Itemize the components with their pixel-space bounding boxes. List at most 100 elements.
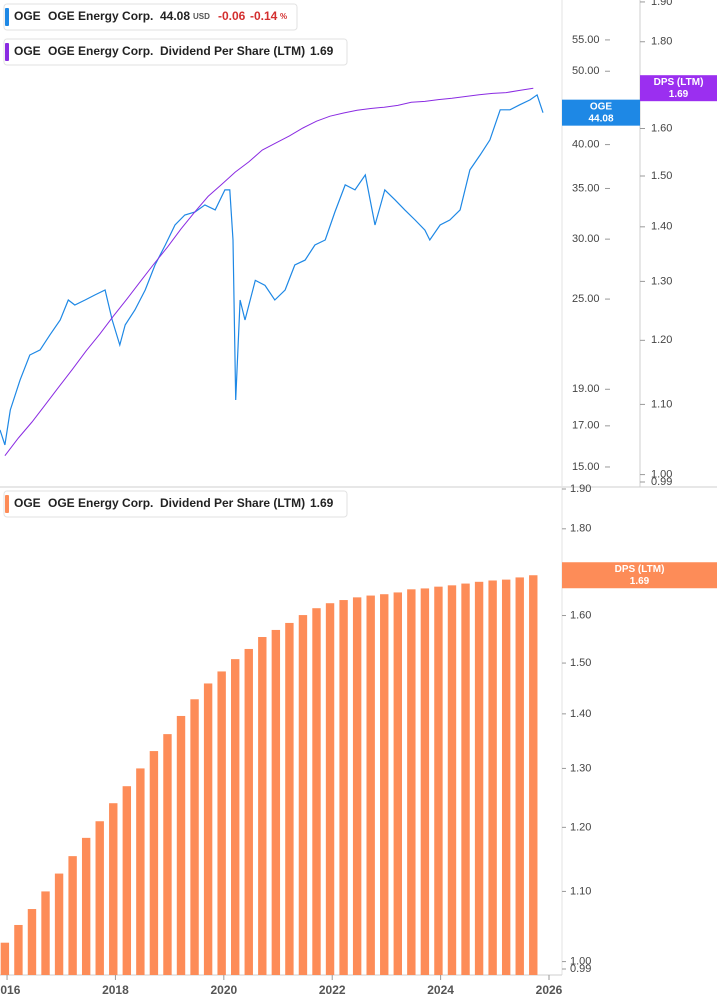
bar: [434, 586, 443, 975]
y-tick-label: 0.99: [570, 963, 591, 975]
y-tick-label: 1.00: [570, 956, 591, 968]
bar: [176, 715, 186, 975]
bar: [515, 577, 524, 975]
bar: [298, 615, 308, 975]
y2-tick-label: 1.30: [651, 275, 672, 287]
dps-tag: [640, 75, 717, 102]
legend-box: [3, 38, 348, 66]
dps-tag-value: 1.69: [630, 576, 650, 587]
bar: [217, 671, 226, 975]
bar: [474, 581, 484, 975]
bar: [109, 803, 118, 975]
y-tick-label: 1.20: [570, 821, 591, 833]
bar: [27, 909, 37, 975]
bar: [488, 580, 497, 975]
y-tick-label: 35.00: [572, 182, 600, 194]
bar: [231, 659, 240, 975]
bar: [0, 942, 10, 975]
legend-text: OGE: [14, 496, 41, 510]
x-tick-label: 2024: [427, 983, 454, 997]
y-tick-label: 1.80: [570, 523, 591, 535]
bar: [380, 594, 389, 975]
legend-text: -0.06: [218, 9, 246, 23]
legend-text: OGE: [14, 44, 41, 58]
bar: [407, 589, 416, 975]
legend-text: 1.69: [310, 44, 334, 58]
series-line: [0, 93, 544, 446]
bar: [41, 891, 50, 975]
bar: [420, 588, 430, 975]
y2-tick-label: 1.90: [651, 0, 672, 8]
bar: [54, 873, 64, 975]
y-tick-label: 1.10: [570, 885, 591, 897]
y-tick-label: 1.30: [570, 762, 591, 774]
y-tick-label: 1.40: [570, 708, 591, 720]
bar: [95, 821, 104, 975]
x-tick-label: 2018: [102, 983, 129, 997]
dps-tag: [562, 562, 717, 589]
bar: [312, 608, 321, 975]
y-tick-label: 15.00: [572, 461, 600, 473]
bar: [529, 575, 538, 975]
legend-box: [3, 3, 298, 31]
price-tag: [562, 99, 640, 126]
legend-text: OGE Energy Corp.: [48, 496, 153, 510]
legend-text: Dividend Per Share (LTM): [160, 44, 305, 58]
legend-text: %: [280, 12, 287, 21]
y2-tick-label: 0.99: [651, 476, 672, 488]
legend-text: Dividend Per Share (LTM): [160, 496, 305, 510]
x-tick-label: 2020: [210, 983, 237, 997]
y2-tick-label: 1.40: [651, 221, 672, 233]
bar: [271, 629, 281, 975]
y-tick-label: 17.00: [572, 420, 600, 432]
bar: [190, 699, 199, 975]
bar: [352, 597, 362, 975]
y2-tick-label: 1.50: [651, 170, 672, 182]
bar: [122, 786, 132, 975]
price-tag-label: OGE: [590, 101, 613, 112]
y2-tick-label: 1.80: [651, 36, 672, 48]
legend-text: OGE Energy Corp.: [48, 9, 153, 23]
legend-text: USD: [193, 12, 210, 21]
y2-tick-label: 1.60: [651, 122, 672, 134]
y2-tick-label: 1.00: [651, 469, 672, 481]
bar: [461, 583, 470, 975]
price-tag-value: 44.08: [588, 113, 613, 124]
bar: [447, 585, 457, 975]
legend-box: [3, 490, 348, 518]
y-tick-label: 55.00: [572, 34, 600, 46]
bar: [136, 768, 145, 975]
bar: [325, 603, 335, 975]
legend-text: -0.14: [250, 9, 278, 23]
bar: [339, 600, 348, 975]
y2-tick-label: 1.10: [651, 398, 672, 410]
bar: [81, 837, 91, 975]
y-tick-label: 1.60: [570, 609, 591, 621]
dps-tag-label: DPS (LTM): [654, 77, 704, 88]
x-tick-label: 2016: [0, 983, 21, 997]
y2-tick-label: 1.20: [651, 334, 672, 346]
y-tick-label: 25.00: [572, 293, 600, 305]
bar: [68, 856, 77, 975]
legend-text: 44.08: [160, 9, 190, 23]
bar: [366, 595, 375, 975]
legend-marker: [5, 8, 9, 26]
x-tick-label: 2026: [536, 983, 563, 997]
bar: [163, 734, 172, 975]
bar: [149, 751, 159, 975]
bar: [203, 683, 213, 975]
series-line: [4, 87, 534, 457]
bar: [244, 648, 253, 975]
legend-marker: [5, 43, 9, 61]
y-tick-label: 40.00: [572, 138, 600, 150]
bar: [393, 592, 402, 975]
x-tick-label: 2022: [319, 983, 346, 997]
dps-tag-value: 1.69: [669, 89, 689, 100]
bar: [501, 579, 511, 975]
y-tick-label: 1.50: [570, 657, 591, 669]
y-tick-label: 19.00: [572, 383, 600, 395]
bar: [285, 622, 294, 975]
y-tick-label: 1.90: [570, 483, 591, 495]
